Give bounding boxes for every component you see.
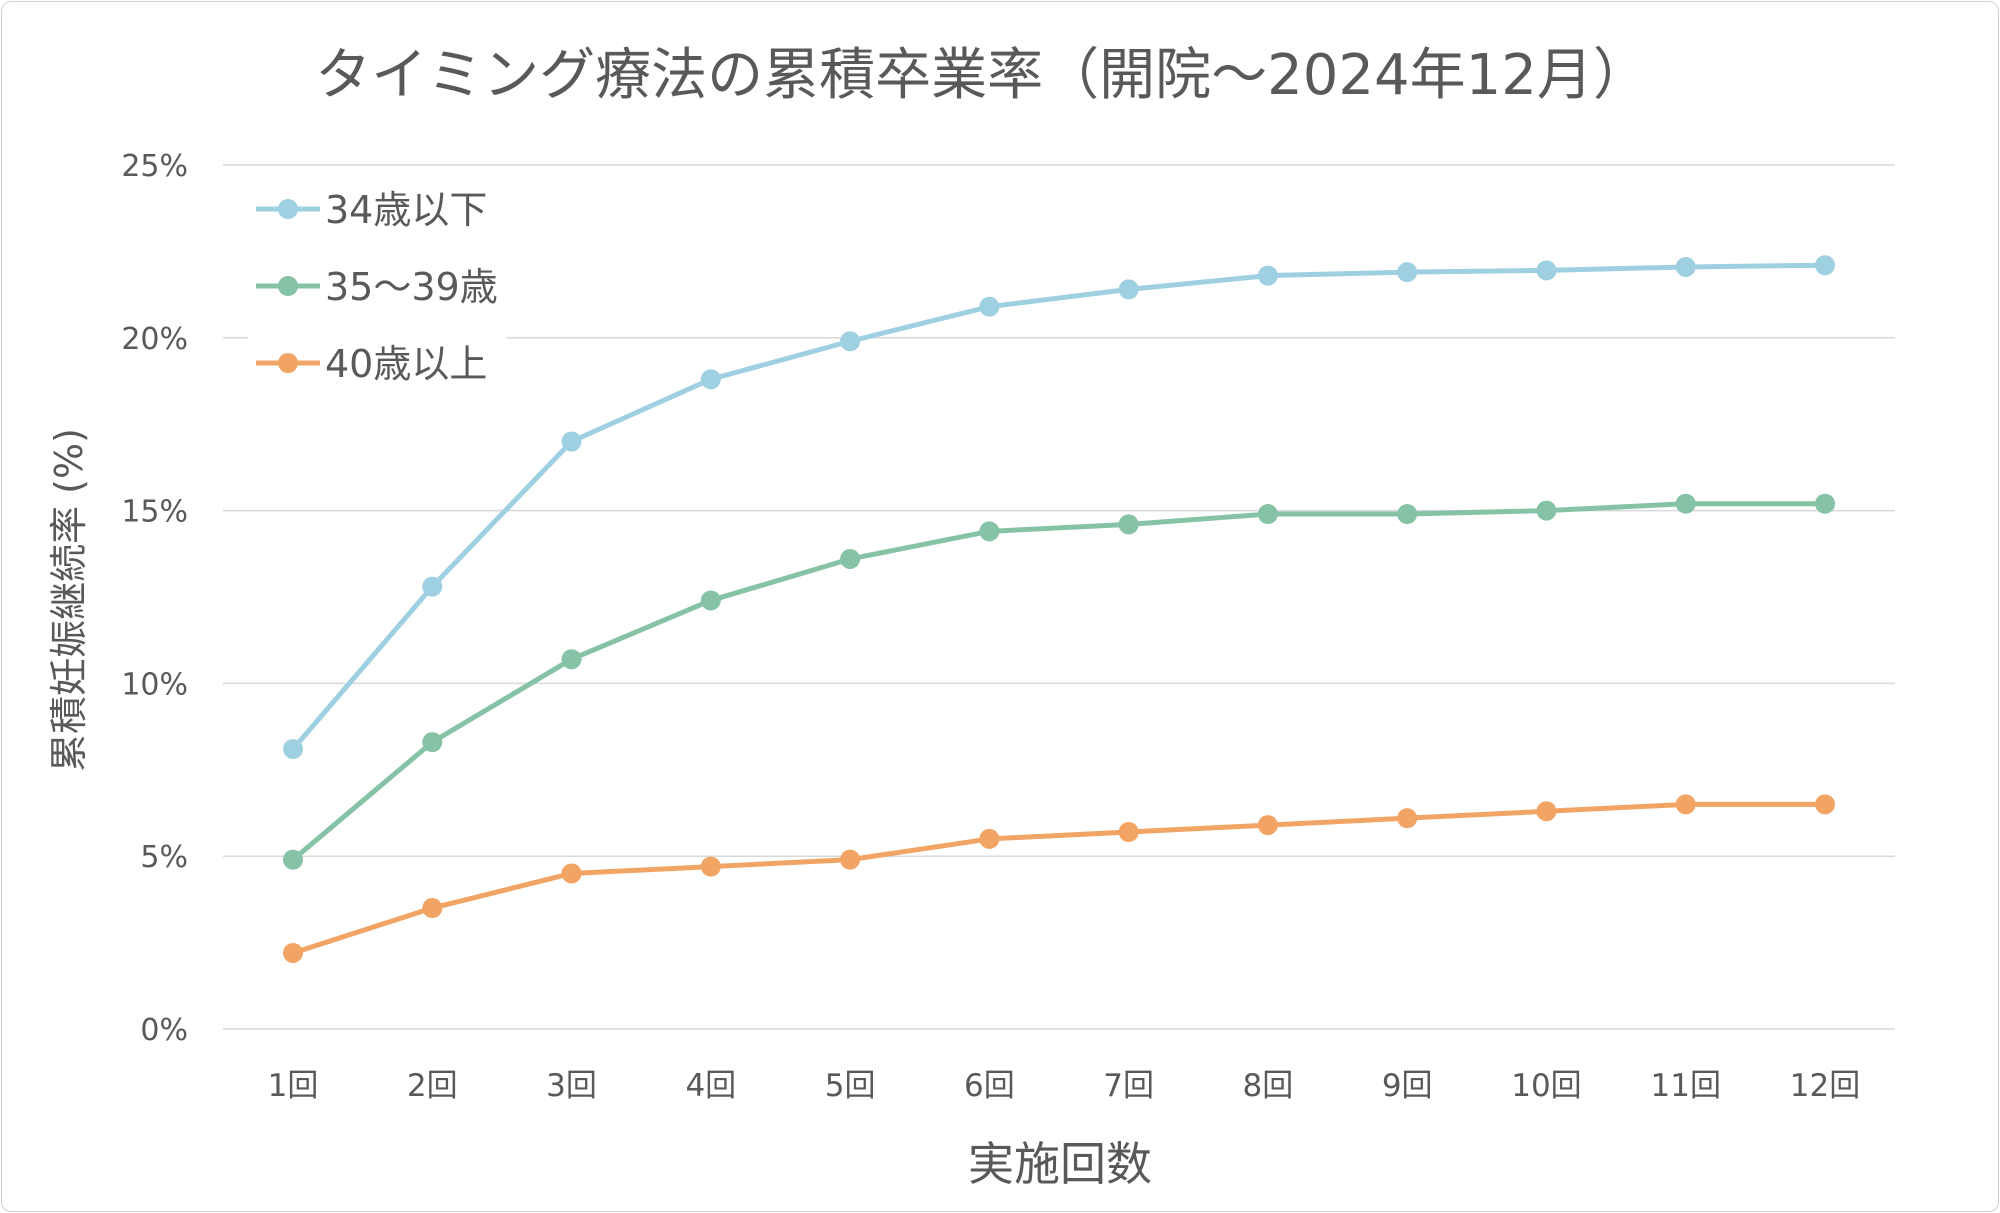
data-point: [840, 849, 861, 870]
legend-label: 40歳以上: [325, 342, 487, 386]
data-point: [1675, 794, 1696, 815]
data-point: [422, 898, 443, 919]
data-point: [1257, 504, 1278, 525]
data-point: [561, 649, 582, 670]
y-tick-label: 15%: [121, 495, 188, 530]
x-tick-label: 4回: [685, 1068, 736, 1104]
x-tick-label: 1回: [268, 1068, 319, 1104]
y-axis-label: 累積妊娠継続率 (%): [47, 428, 91, 772]
x-tick-label: 11回: [1651, 1068, 1721, 1104]
data-point: [1118, 822, 1139, 843]
y-tick-label: 20%: [121, 322, 188, 357]
data-point: [1815, 493, 1835, 514]
data-point: [283, 849, 303, 870]
data-point: [979, 296, 1000, 317]
x-tick-label: 7回: [1103, 1068, 1154, 1104]
series-line: [291, 262, 1826, 751]
y-tick-label: 10%: [121, 667, 188, 702]
data-point: [1397, 262, 1418, 283]
data-point: [1257, 265, 1278, 286]
data-point: [1257, 815, 1278, 836]
x-axis-label: 実施回数: [968, 1137, 1152, 1191]
legend-marker: [278, 353, 298, 373]
data-point: [422, 576, 443, 597]
x-tick-label: 5回: [825, 1068, 876, 1104]
data-point: [1397, 504, 1418, 525]
x-tick-label: 6回: [964, 1068, 1015, 1104]
data-point: [422, 732, 443, 753]
x-tick-label: 9回: [1382, 1068, 1433, 1104]
y-tick-label: 0%: [140, 1013, 188, 1048]
x-tick-label: 3回: [546, 1068, 597, 1104]
data-point: [1536, 801, 1557, 822]
legend-label: 35〜39歳: [325, 265, 498, 309]
data-point: [840, 331, 861, 352]
legend-marker: [278, 276, 298, 296]
y-tick-label: 25%: [121, 149, 188, 184]
data-point: [561, 431, 582, 452]
legend-label: 34歳以下: [325, 188, 487, 232]
data-point: [1118, 514, 1139, 535]
legend-marker: [278, 199, 298, 219]
data-point: [1815, 794, 1835, 815]
data-point: [700, 590, 721, 611]
data-point: [840, 548, 861, 569]
data-point: [1815, 255, 1835, 276]
data-point: [1675, 256, 1696, 277]
x-tick-label: 2回: [407, 1068, 458, 1104]
series-line: [291, 501, 1825, 862]
x-tick-label: 10回: [1511, 1068, 1581, 1104]
data-point: [1536, 260, 1557, 281]
data-point: [283, 739, 303, 760]
data-point: [1536, 500, 1557, 521]
y-tick-label: 5%: [140, 840, 188, 875]
data-point: [1397, 808, 1418, 829]
data-point: [1118, 279, 1139, 300]
x-tick-label: 8回: [1243, 1068, 1294, 1104]
data-point: [700, 856, 721, 877]
data-point: [979, 828, 1000, 849]
chart-title: タイミング療法の累積卒業率（開院〜2024年12月）: [315, 43, 1649, 108]
data-point: [979, 521, 1000, 542]
data-point: [1675, 493, 1696, 514]
data-point: [561, 863, 582, 884]
data-point: [283, 942, 303, 963]
data-point: [700, 369, 721, 390]
x-tick-label: 12回: [1790, 1068, 1860, 1104]
series-line: [292, 801, 1825, 956]
